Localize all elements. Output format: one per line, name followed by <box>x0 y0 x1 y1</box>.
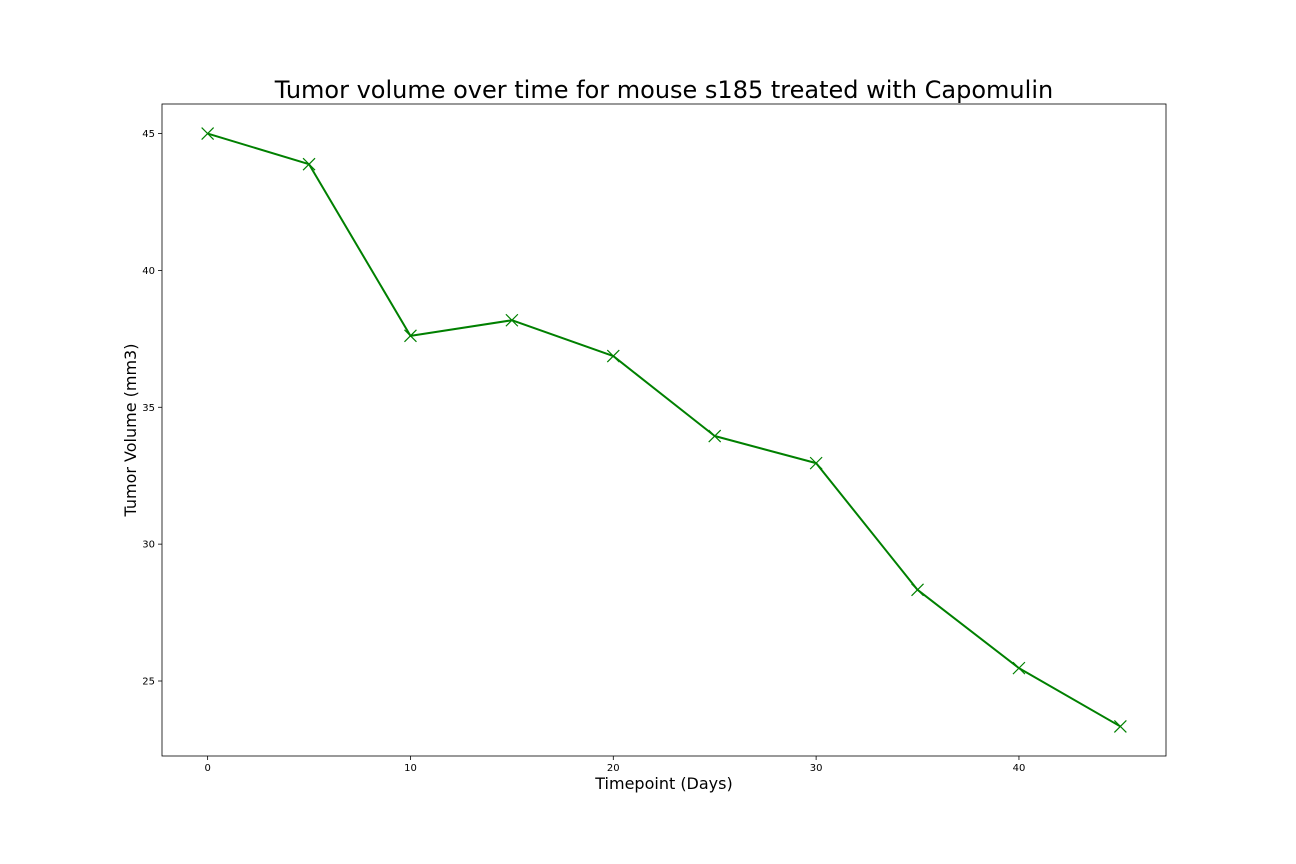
y-tick-label: 35 <box>142 403 155 414</box>
plot-frame <box>161 103 1167 757</box>
y-tick-label: 30 <box>142 540 155 551</box>
data-point-marker <box>1012 661 1026 675</box>
data-point-marker <box>201 127 215 140</box>
data-point-marker <box>1113 720 1127 733</box>
data-point-marker <box>708 429 722 443</box>
y-tick-label: 25 <box>142 677 155 688</box>
data-point-marker <box>911 583 924 597</box>
x-tick-label: 30 <box>810 763 823 774</box>
x-tick-label: 0 <box>204 763 210 774</box>
x-axis-label: Timepoint (Days) <box>594 774 732 793</box>
series-layer <box>201 127 1127 733</box>
x-axis: 0 10 20 30 40 <box>204 756 1025 774</box>
data-point-marker <box>505 313 519 327</box>
y-axis: 25 30 35 40 45 <box>142 129 162 688</box>
x-tick-label: 10 <box>404 763 417 774</box>
x-tick-label: 20 <box>607 763 620 774</box>
data-point-marker <box>606 349 620 363</box>
y-tick-label: 40 <box>142 266 155 277</box>
x-tick-label: 40 <box>1013 763 1026 774</box>
data-point-marker <box>404 329 417 343</box>
data-point-marker <box>809 456 823 470</box>
y-axis-label: Tumor Volume (mm3) <box>121 344 140 518</box>
y-tick-label: 45 <box>142 129 155 140</box>
series-line <box>207 132 1121 728</box>
chart-title: Tumor volume over time for mouse s185 tr… <box>274 76 1053 104</box>
data-point-marker <box>302 157 316 171</box>
